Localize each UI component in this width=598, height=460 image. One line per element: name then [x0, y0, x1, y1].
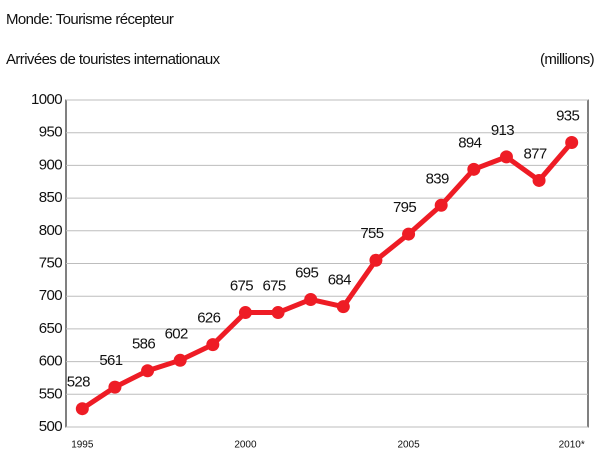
point — [336, 300, 350, 314]
data-label: 586 — [132, 336, 155, 353]
unit-label: (millions) — [540, 51, 595, 68]
point — [206, 338, 220, 352]
y-tick-label: 550 — [39, 385, 62, 402]
data-label: 877 — [523, 145, 546, 162]
point — [141, 364, 155, 378]
y-tick-label: 650 — [39, 320, 62, 337]
data-label: 795 — [393, 199, 416, 216]
data-label: 528 — [67, 374, 90, 391]
point — [565, 136, 579, 150]
point — [402, 227, 416, 241]
data-label: 684 — [328, 272, 351, 289]
point — [304, 292, 318, 306]
point — [238, 306, 252, 320]
chart-subtitle: Arrivées de touristes internationaux — [6, 51, 221, 68]
data-label: 695 — [295, 264, 318, 281]
data-label: 626 — [197, 310, 220, 327]
point — [499, 150, 513, 164]
point — [173, 353, 187, 367]
data-label: 839 — [426, 170, 449, 187]
x-tick-label: 2005 — [397, 440, 420, 451]
y-tick-label: 900 — [39, 156, 62, 173]
point — [369, 253, 383, 267]
x-tick-label: 2000 — [234, 440, 257, 451]
data-label: 935 — [556, 107, 579, 124]
x-tick-label: 2010* — [559, 440, 585, 451]
chart-title: Monde: Tourisme récepteur — [6, 11, 174, 28]
data-label: 894 — [458, 134, 481, 151]
point — [467, 162, 481, 176]
x-tick-label: 1995 — [71, 440, 94, 451]
y-tick-label: 750 — [39, 254, 62, 271]
data-label: 561 — [99, 352, 122, 369]
y-tick-label: 700 — [39, 287, 62, 304]
data-label: 675 — [230, 278, 253, 295]
data-label: 602 — [165, 325, 188, 342]
data-label: 675 — [262, 278, 285, 295]
point — [271, 306, 285, 320]
line — [80, 140, 574, 411]
y-tick-label: 500 — [39, 418, 62, 435]
y-tick-label: 800 — [39, 222, 62, 239]
y-tick-label: 600 — [39, 353, 62, 370]
data-label: 755 — [360, 225, 383, 242]
point — [75, 402, 89, 416]
point — [108, 380, 122, 394]
point — [434, 198, 448, 212]
data-label: 913 — [491, 122, 514, 139]
y-tick-label: 1000 — [31, 91, 62, 108]
y-tick-label: 950 — [39, 124, 62, 141]
y-tick-label: 850 — [39, 189, 62, 206]
point — [532, 173, 546, 187]
